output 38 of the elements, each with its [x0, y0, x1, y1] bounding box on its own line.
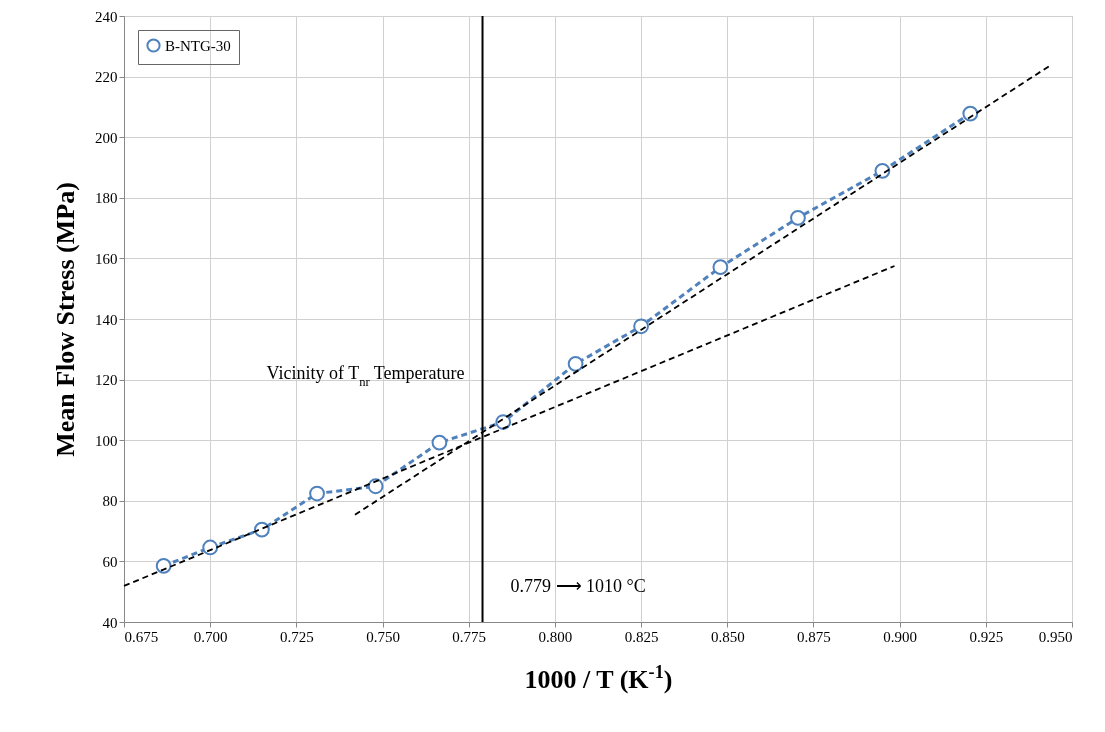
y-tick-label: 80 — [102, 493, 118, 510]
x-tick-label: 0.800 — [538, 628, 573, 645]
legend-label: B-NTG-30 — [165, 37, 231, 54]
x-tick-label: 0.900 — [883, 628, 918, 645]
x-tick-label: 0.850 — [710, 628, 745, 645]
point — [431, 434, 448, 451]
x-tick-label: 0.750 — [366, 628, 400, 645]
point — [567, 355, 584, 372]
y-tick-label: 60 — [102, 553, 118, 570]
x-tick-label: 0.825 — [624, 628, 659, 645]
x-axis-title: 1000 / T (K$^{-1}$) — [524, 661, 673, 694]
x-tick-label: 0.950 — [1038, 628, 1073, 645]
x-tick-label: 0.775 — [452, 628, 487, 645]
x-tick-label: 0.725 — [279, 628, 314, 645]
y-tick-label: 160 — [95, 250, 118, 267]
point — [367, 478, 384, 495]
point — [712, 259, 729, 276]
point — [309, 485, 325, 502]
y-tick-label: 220 — [95, 69, 118, 86]
x-tick-label: 0.700 — [193, 628, 228, 645]
y-tick-label: 140 — [95, 311, 118, 328]
point — [633, 318, 649, 335]
y-tick-label: 240 — [95, 8, 118, 25]
y-axis-title: Mean Flow Stress (MPa) — [51, 182, 80, 457]
point — [962, 105, 979, 122]
y-tick-label: 100 — [95, 432, 118, 449]
ref-line-label: 0.779 ⟶ 1010 °C — [510, 576, 646, 596]
point — [155, 558, 172, 574]
x-tick-label: 0.675 — [124, 628, 159, 645]
x-tick-label: 0.875 — [797, 628, 831, 645]
x-tick-label: 0.925 — [969, 628, 1004, 645]
point — [202, 539, 219, 556]
y-tick-label: 200 — [95, 129, 118, 146]
y-tick-label: 40 — [102, 614, 118, 631]
annotation: Vicinity of T$_{nr}$ Temperature — [266, 362, 465, 389]
point — [790, 209, 806, 226]
y-tick-label: 120 — [95, 372, 118, 389]
y-tick-label: 180 — [95, 190, 118, 207]
